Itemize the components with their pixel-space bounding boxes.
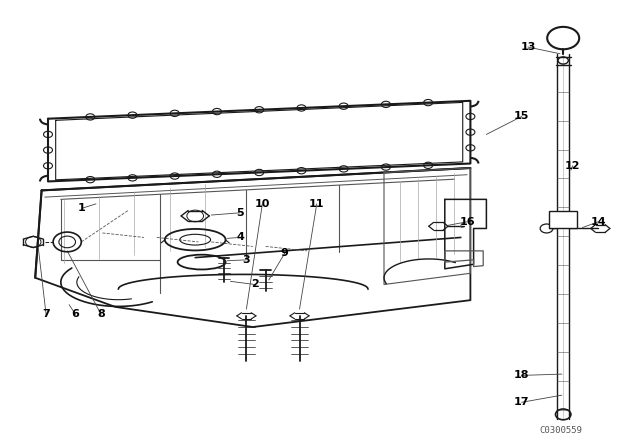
Text: 8: 8 (97, 310, 105, 319)
Text: 7: 7 (42, 310, 50, 319)
Text: 11: 11 (309, 199, 324, 209)
Text: 4: 4 (236, 233, 244, 242)
Text: 17: 17 (514, 397, 529, 407)
Text: 12: 12 (565, 161, 580, 171)
Text: 16: 16 (460, 217, 475, 227)
Text: 5: 5 (236, 208, 244, 218)
Text: C0300559: C0300559 (540, 426, 582, 435)
Text: 3: 3 (243, 255, 250, 265)
Text: 10: 10 (255, 199, 270, 209)
Text: 1: 1 (78, 203, 86, 213)
Text: 15: 15 (514, 112, 529, 121)
Text: c: c (460, 221, 464, 230)
FancyBboxPatch shape (549, 211, 577, 228)
Text: 6: 6 (72, 310, 79, 319)
Text: 9: 9 (281, 248, 289, 258)
Text: 2: 2 (251, 280, 259, 289)
Text: 13: 13 (520, 42, 536, 52)
Text: 14: 14 (591, 217, 606, 227)
Text: 18: 18 (514, 370, 529, 380)
